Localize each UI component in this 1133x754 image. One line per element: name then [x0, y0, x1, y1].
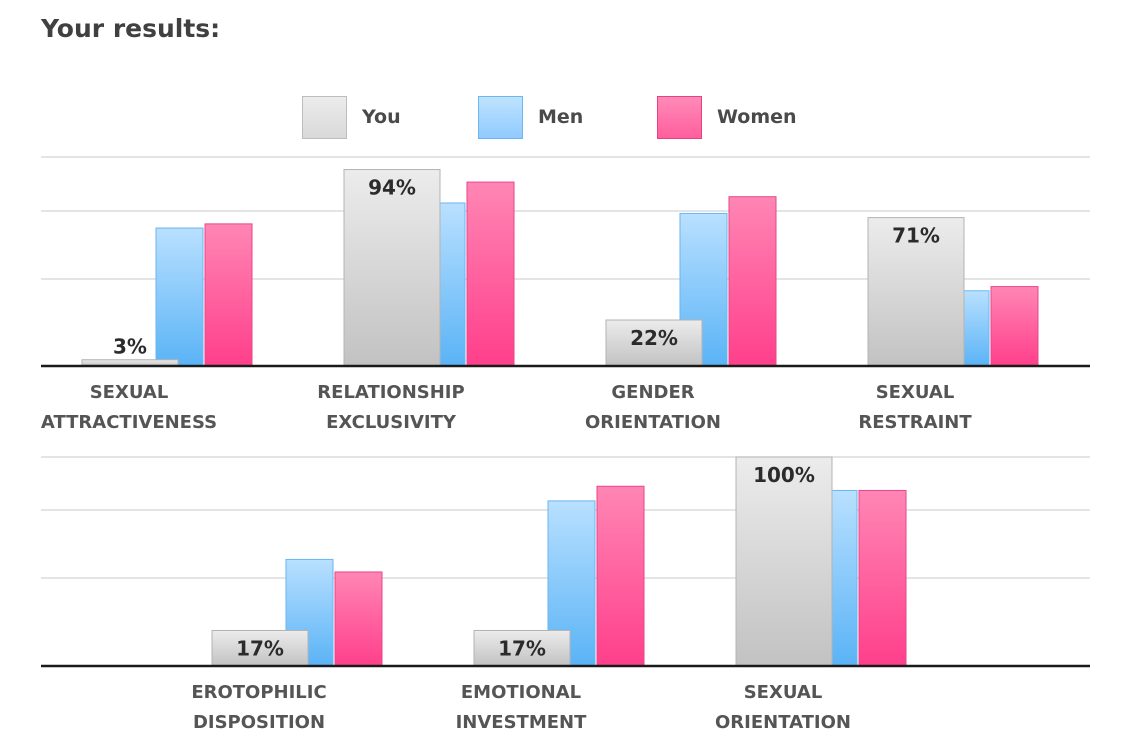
- data-label-you: 100%: [753, 463, 815, 487]
- category-label: SEXUAL: [744, 682, 823, 703]
- category-label: ORIENTATION: [585, 412, 721, 433]
- category-label: RESTRAINT: [858, 412, 972, 433]
- bar-you: [605, 319, 703, 367]
- category-label: RELATIONSHIP: [317, 382, 464, 403]
- chart-legend: You Men Women: [0, 0, 1133, 150]
- legend-swatch-you: [302, 96, 347, 139]
- category-label: ATTRACTIVENESS: [41, 412, 217, 433]
- bar-women: [466, 181, 515, 367]
- page-title: Your results:: [41, 14, 221, 43]
- category-label: DISPOSITION: [193, 712, 325, 733]
- category-label: EXCLUSIVITY: [326, 412, 457, 433]
- bar-group-sexual-restraint: 71%: [867, 217, 1039, 367]
- category-label: INVESTMENT: [456, 712, 588, 733]
- category-label: ORIENTATION: [715, 712, 851, 733]
- legend-swatch-men: [478, 96, 523, 139]
- bar-group-erotophilic-disposition: 17%: [211, 558, 383, 667]
- data-label-you: 71%: [892, 224, 940, 248]
- bar-men: [679, 212, 728, 367]
- chart-panel-1: 3% SEXUAL ATTRACTIVENESS 94% RELATIONSHIP EXC…: [41, 156, 1090, 433]
- bar-group-sexual-orientation: 100%: [735, 456, 907, 667]
- legend-label-men: Men: [538, 106, 584, 128]
- category-label: EROTOPHILIC: [191, 682, 326, 703]
- legend-label-women: Women: [717, 106, 797, 128]
- bar-women: [204, 223, 253, 367]
- category-label: EMOTIONAL: [461, 682, 581, 703]
- bar-women: [334, 571, 383, 667]
- bar-women: [728, 196, 777, 367]
- bar-you: [343, 169, 441, 367]
- legend-swatch-women: [657, 96, 702, 139]
- data-label-you: 17%: [236, 636, 284, 660]
- data-label-you: 94%: [368, 176, 416, 200]
- data-label-you: 17%: [498, 636, 546, 660]
- data-label-you: 22%: [630, 326, 678, 350]
- bar-group-relationship-exclusivity: 94%: [343, 169, 515, 367]
- bar-group-emotional-investment: 17%: [473, 485, 645, 667]
- category-label: SEXUAL: [876, 382, 955, 403]
- category-label: GENDER: [611, 382, 694, 403]
- bar-you: [735, 456, 833, 667]
- data-label-you: 3%: [113, 335, 147, 359]
- bar-group-sexual-attractiveness: 3%: [81, 223, 253, 367]
- category-label: SEXUAL: [90, 382, 169, 403]
- bar-group-gender-orientation: 22%: [605, 196, 777, 367]
- bar-women: [858, 489, 907, 667]
- legend-label-you: You: [362, 106, 401, 128]
- bar-you: [473, 629, 571, 667]
- bar-women: [596, 485, 645, 667]
- bar-women: [990, 286, 1039, 367]
- bar-men: [155, 227, 204, 367]
- chart-panel-2: 17% EROTOPHILIC DISPOSITION 17% EMOTIONAL INV…: [41, 456, 1090, 733]
- bar-you: [867, 217, 965, 367]
